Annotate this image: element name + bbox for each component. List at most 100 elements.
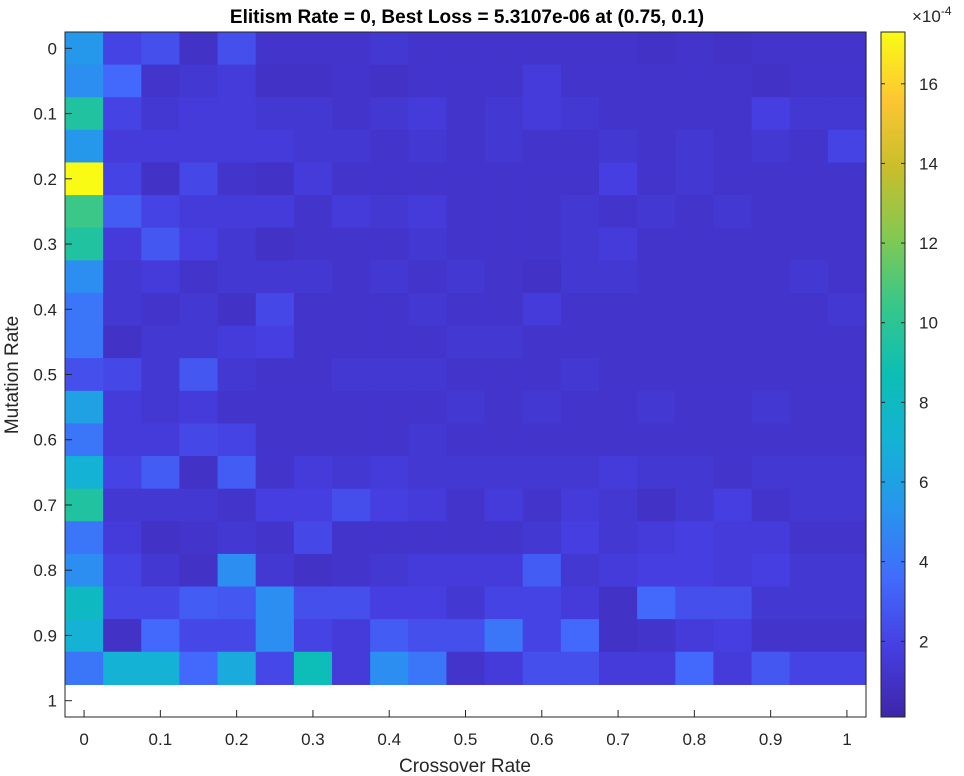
- heatmap-cell: [599, 586, 638, 620]
- x-tick-label: 0: [79, 730, 88, 749]
- heatmap-cell: [370, 292, 409, 327]
- heatmap-cell: [522, 488, 562, 522]
- heatmap-cell: [637, 162, 676, 196]
- heatmap-cell: [484, 227, 524, 261]
- colorbar-tick-label: 12: [919, 234, 938, 253]
- heatmap-cell: [293, 586, 333, 620]
- heatmap-cell: [675, 64, 715, 98]
- heatmap-cell: [560, 488, 600, 522]
- heatmap-cell: [713, 162, 753, 196]
- y-tick-label: 0: [48, 39, 57, 58]
- x-tick-label: 1: [842, 730, 851, 749]
- heatmap-cell: [560, 162, 600, 196]
- heatmap-cell: [675, 521, 715, 555]
- heatmap-cell: [217, 456, 257, 490]
- heatmap-cell: [560, 32, 600, 66]
- heatmap-cell: [560, 129, 600, 164]
- heatmap-cell: [141, 97, 181, 131]
- heatmap-cell: [827, 195, 867, 229]
- heatmap-cell: [255, 325, 295, 359]
- heatmap-cell: [103, 64, 142, 98]
- heatmap-cell: [789, 619, 829, 653]
- heatmap-cell: [522, 260, 562, 294]
- heatmap-cell: [713, 64, 753, 98]
- x-tick-label: 0.9: [759, 730, 783, 749]
- heatmap-cell: [446, 129, 486, 164]
- heatmap-cell: [446, 195, 486, 229]
- heatmap-cell: [293, 162, 333, 196]
- heatmap-cell: [332, 423, 371, 457]
- colorbar-tick-label: 14: [919, 154, 938, 173]
- heatmap-cell: [599, 162, 638, 196]
- heatmap-cell: [179, 97, 219, 131]
- heatmap-cell: [522, 195, 562, 229]
- heatmap-cell: [332, 97, 371, 131]
- heatmap-cell: [370, 64, 409, 98]
- heatmap-cell: [446, 64, 486, 98]
- colorbar-tick-label: 10: [919, 314, 938, 333]
- heatmap-cell: [751, 325, 791, 359]
- heatmap-cell: [408, 619, 448, 653]
- heatmap-cell: [370, 423, 409, 457]
- heatmap-cell: [103, 292, 142, 327]
- heatmap-cell: [446, 325, 486, 359]
- heatmap-cell: [751, 260, 791, 294]
- y-axis-ticks: 0 0.1 0.2 0.3 0.4 0.5 0.6 0.7 0.8 0.9 1: [33, 39, 72, 711]
- heatmap-cell: [522, 162, 562, 196]
- heatmap-cell: [751, 162, 791, 196]
- y-tick-label: 0.6: [33, 431, 57, 450]
- heatmap-cell: [446, 553, 486, 588]
- heatmap-cell: [675, 32, 715, 66]
- heatmap-cell: [789, 32, 829, 66]
- heatmap-cell: [408, 423, 448, 457]
- heatmap-cell: [560, 586, 600, 620]
- heatmap-cell: [370, 456, 409, 490]
- heatmap-cell: [675, 488, 715, 522]
- heatmap-cell: [370, 390, 409, 425]
- heatmap-cell: [446, 456, 486, 490]
- heatmap-cell: [446, 227, 486, 261]
- heatmap-cell: [370, 129, 409, 164]
- heatmap-cell: [522, 227, 562, 261]
- y-tick-label: 0.7: [33, 496, 57, 515]
- heatmap-cell: [293, 227, 333, 261]
- heatmap-cell: [255, 423, 295, 457]
- heatmap-cell: [637, 586, 676, 620]
- heatmap-cell: [637, 260, 676, 294]
- heatmap-cell: [637, 423, 676, 457]
- heatmap-cell: [789, 521, 829, 555]
- heatmap-cell: [370, 260, 409, 294]
- heatmap-cell: [484, 162, 524, 196]
- heatmap-cell: [637, 456, 676, 490]
- heatmap-cell: [484, 32, 524, 66]
- heatmap-cell: [293, 553, 333, 588]
- heatmap-cell: [141, 260, 181, 294]
- heatmap-cell: [255, 32, 295, 66]
- heatmap-cell: [293, 423, 333, 457]
- heatmap-cell: [751, 64, 791, 98]
- heatmap-cell: [713, 358, 753, 392]
- heatmap-cell: [103, 521, 142, 555]
- heatmap-cell: [217, 619, 257, 653]
- heatmap-cell: [789, 260, 829, 294]
- heatmap-cell: [522, 292, 562, 327]
- heatmap-cell: [408, 651, 448, 685]
- heatmap-cell: [827, 423, 867, 457]
- heatmap-cell: [446, 586, 486, 620]
- heatmap-cell: [484, 456, 524, 490]
- heatmap-cell: [713, 32, 753, 66]
- heatmap-cell: [789, 195, 829, 229]
- heatmap-cell: [484, 619, 524, 653]
- heatmap-cell: [141, 227, 181, 261]
- heatmap-cell: [141, 423, 181, 457]
- heatmap-cell: [751, 456, 791, 490]
- heatmap-cell: [255, 456, 295, 490]
- heatmap-cell: [713, 488, 753, 522]
- heatmap-cell: [522, 64, 562, 98]
- heatmap-cell: [217, 488, 257, 522]
- heatmap-cell: [217, 651, 257, 685]
- heatmap-cell: [713, 325, 753, 359]
- heatmap-cell: [751, 488, 791, 522]
- heatmap-cell: [179, 64, 219, 98]
- heatmap-cell: [713, 456, 753, 490]
